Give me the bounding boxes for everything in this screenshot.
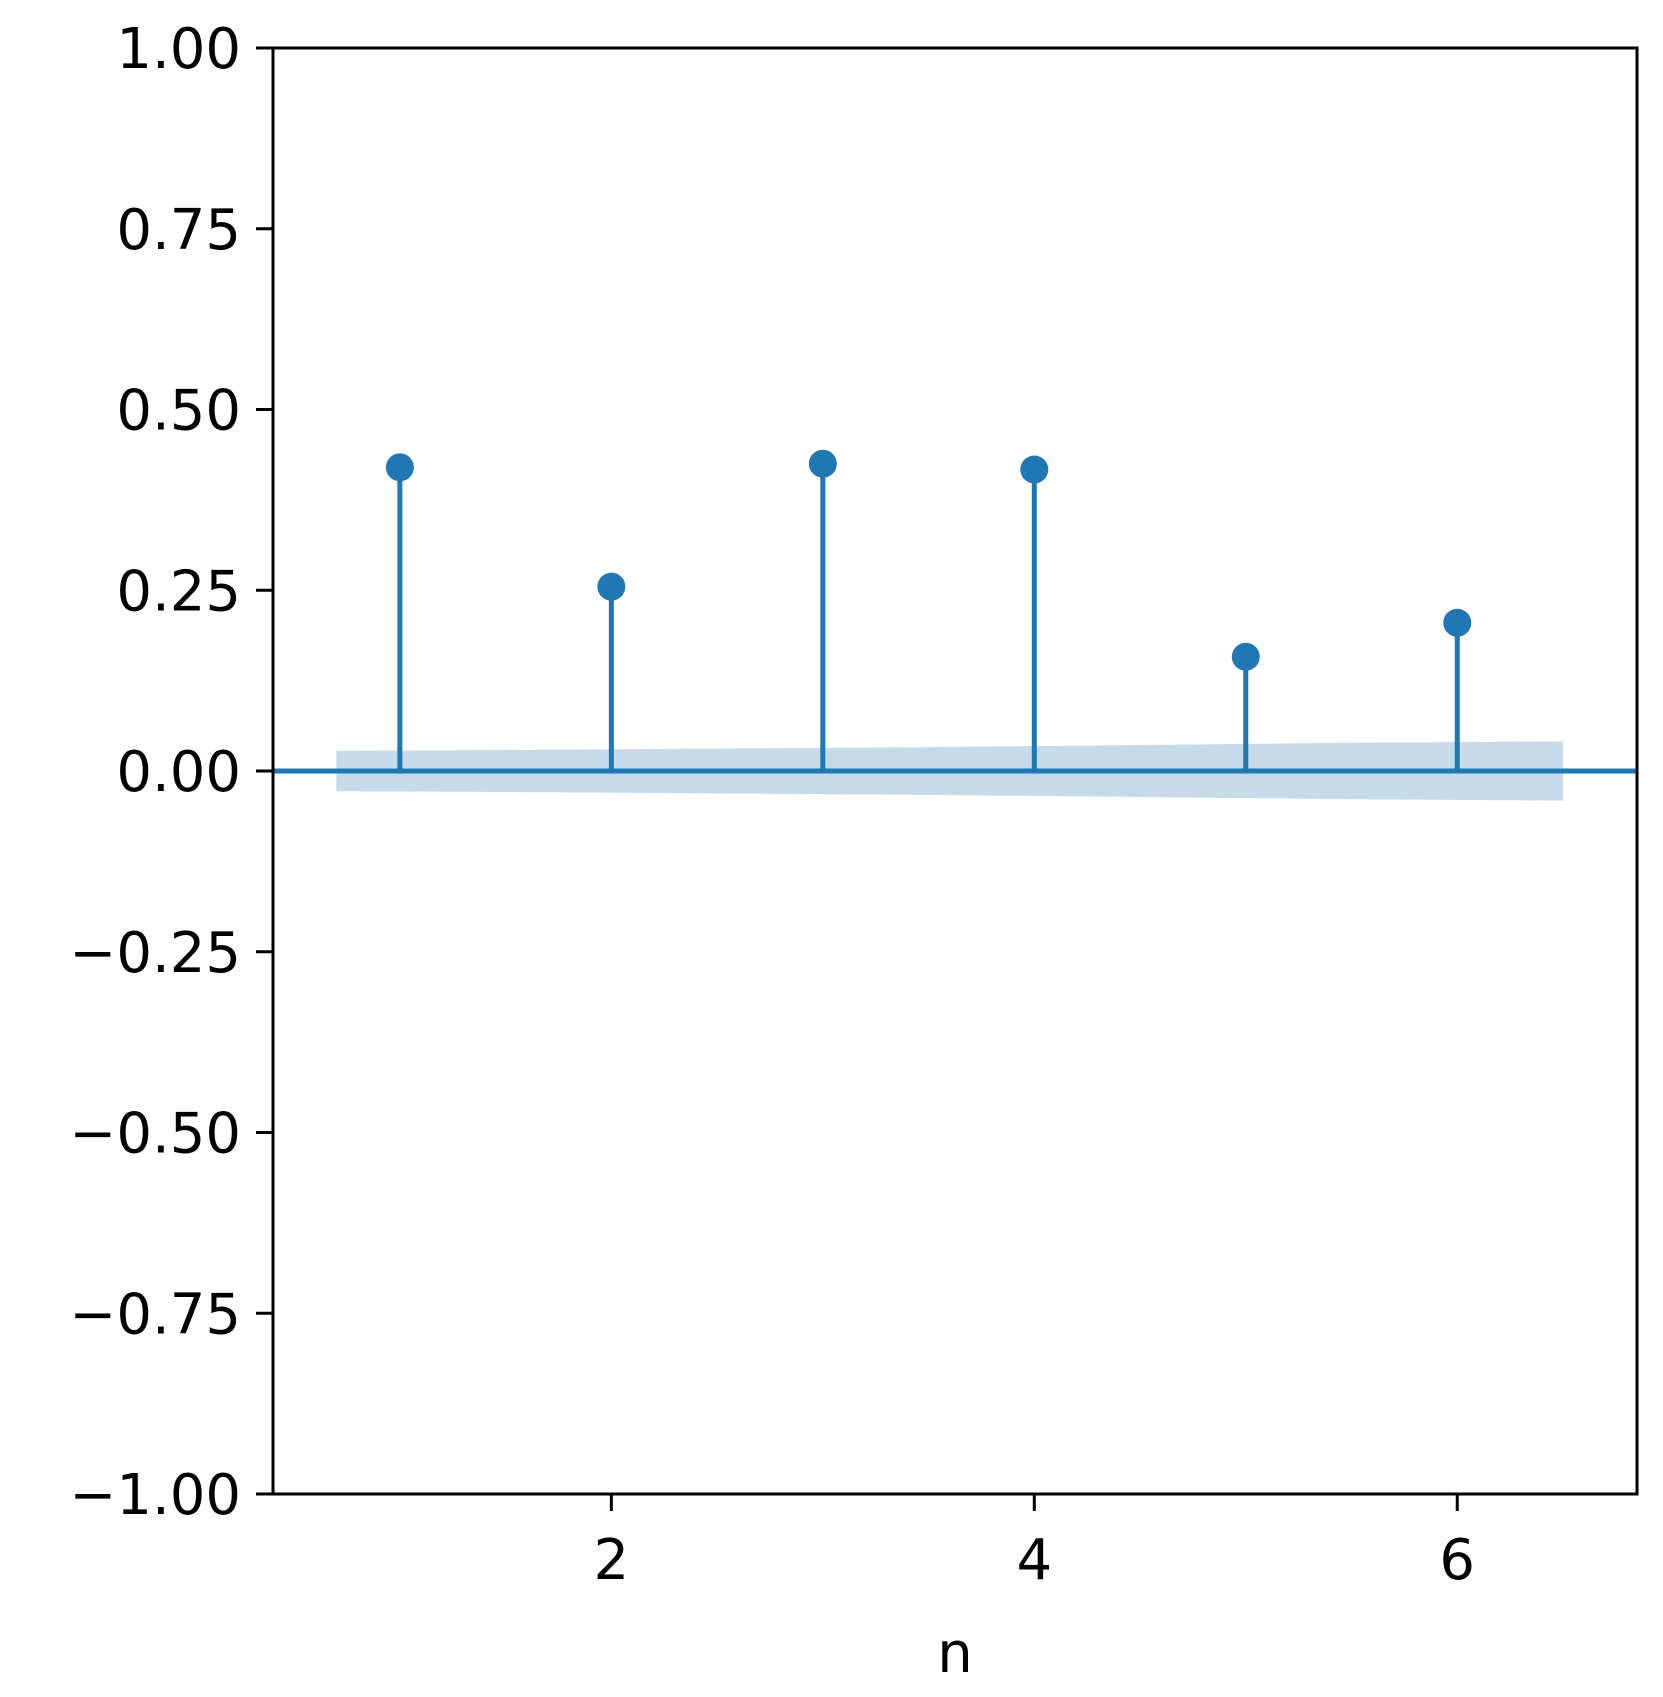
stem-layer: [385, 449, 1472, 771]
ticks-layer: −1.00 −0.75 −0.50 −0.25 0.00 0.25 0.50 0.75 1.00…: [69, 17, 1475, 1593]
y-tick-label: −1.00: [69, 1463, 241, 1528]
y-tick-label: 0.00: [116, 740, 241, 805]
stem-marker: [808, 449, 837, 478]
x-tick-label: 2: [594, 1528, 630, 1593]
stem-marker: [597, 572, 626, 601]
y-tick-label: −0.50: [69, 1102, 241, 1167]
y-tick-label: −0.75: [69, 1282, 241, 1347]
y-tick-label: 1.00: [116, 17, 241, 82]
stem-marker: [1231, 642, 1260, 671]
y-tick-label: 0.75: [116, 198, 241, 263]
x-tick-label: 4: [1016, 1528, 1052, 1593]
stem-marker: [385, 453, 414, 482]
x-axis-label: n: [937, 1621, 973, 1686]
y-tick-label: 0.50: [116, 379, 241, 444]
stem-marker: [1443, 608, 1472, 637]
x-tick-label: 6: [1439, 1528, 1475, 1593]
y-tick-label: 0.25: [116, 559, 241, 624]
y-tick-label: −0.25: [69, 921, 241, 986]
stem-marker: [1020, 455, 1049, 484]
